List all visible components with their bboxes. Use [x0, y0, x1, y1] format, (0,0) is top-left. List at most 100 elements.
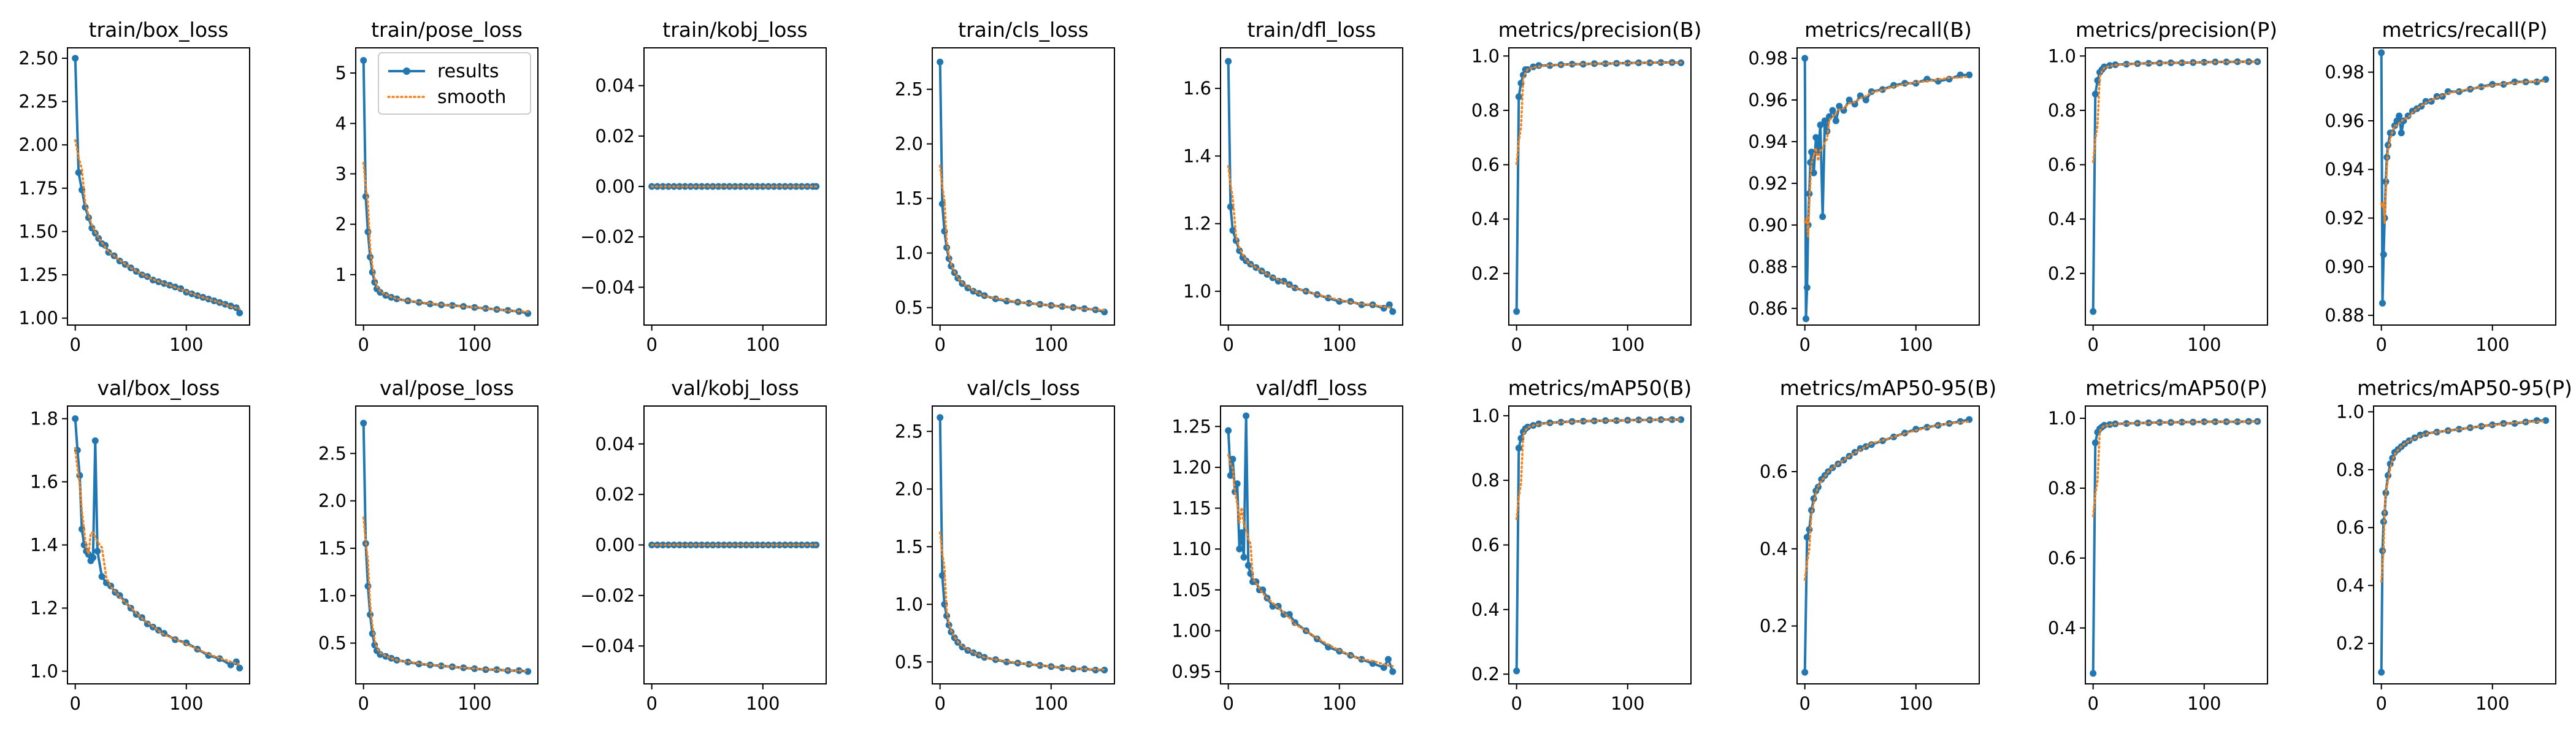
smooth-line [74, 447, 241, 666]
x-tick-label: 0 [934, 693, 945, 714]
smooth-line [74, 139, 241, 310]
results-point [1229, 227, 1236, 234]
x-tick-label: 100 [746, 693, 780, 714]
subplot: val/box_loss 0 100 1.0 1.2 1.4 1.6 1.8 [30, 376, 250, 714]
subplot: train/cls_loss 0 100 0.5 1.0 1.5 2.0 2.5 [895, 18, 1115, 355]
y-tick-label: 0.96 [1748, 90, 1788, 110]
results-point [364, 583, 372, 590]
results-point [1890, 433, 1898, 440]
subplot-title: val/dfl_loss [1255, 376, 1367, 400]
results-point [2378, 669, 2385, 676]
results-point [2145, 59, 2152, 67]
x-tick-label: 0 [358, 693, 369, 714]
results-line [362, 423, 528, 673]
smooth-line [362, 516, 529, 672]
results-point [75, 169, 82, 176]
results-line [1515, 61, 1681, 312]
results-point [792, 542, 800, 548]
y-tick-label: 0.98 [2325, 62, 2364, 83]
y-tick-label: 0.04 [595, 75, 635, 96]
x-tick-label: 0 [69, 334, 80, 355]
y-tick-label: 1.0 [1183, 281, 1211, 302]
results-point [1803, 284, 1811, 291]
results-point [1635, 416, 1643, 424]
results-point [938, 572, 946, 579]
x-tick-label: 0 [2375, 334, 2386, 355]
y-tick-label: 1.2 [30, 597, 58, 618]
axes-frame [2373, 405, 2556, 684]
y-tick-label: 1 [335, 264, 347, 285]
results-line [938, 62, 1105, 313]
subplot-title: val/cls_loss [967, 376, 1080, 400]
x-tick-label: 100 [169, 693, 203, 714]
axes-frame [2085, 405, 2268, 684]
subplot-title: val/pose_loss [380, 376, 514, 400]
subplot-title: metrics/precision(B) [1498, 18, 1702, 42]
y-tick-label: 0.90 [2325, 256, 2364, 277]
y-tick-label: 0.94 [2325, 159, 2364, 180]
subplot-title: metrics/mAP50-95(B) [1780, 376, 1996, 400]
results-point [2396, 112, 2403, 120]
y-tick-label: 0.96 [2325, 110, 2364, 131]
results-point [1233, 480, 1241, 488]
y-tick-label: 1.2 [1183, 213, 1211, 234]
y-tick-label: 1.00 [1171, 620, 1211, 641]
x-tick-label: 0 [2375, 693, 2386, 714]
y-tick-label: 1.25 [1171, 416, 1211, 437]
results-point [792, 183, 800, 190]
results-point [2398, 129, 2405, 137]
results-point [1275, 602, 1282, 610]
axes-frame [1508, 405, 1692, 684]
y-tick-label: 0.00 [595, 535, 635, 556]
y-tick-label: 0.04 [595, 434, 635, 454]
y-tick-label: 1.6 [30, 472, 58, 493]
axes-frame [2085, 47, 2268, 326]
results-point [1227, 203, 1234, 210]
results-point [1624, 59, 1631, 67]
subplot-title: metrics/recall(B) [1804, 18, 1972, 42]
results-point [698, 542, 705, 548]
results-point [393, 295, 401, 302]
y-tick-label: 2.5 [895, 79, 923, 100]
y-tick-label: 1.5 [318, 538, 347, 559]
results-line [2380, 419, 2546, 673]
results-point [1677, 416, 1685, 423]
subplot-title: val/kobj_loss [671, 376, 799, 400]
y-tick-label: 1.0 [2336, 401, 2364, 422]
results-point [1081, 305, 1088, 312]
x-tick-label: 100 [2475, 693, 2509, 714]
results-point [227, 661, 234, 669]
y-tick-label: 1.0 [30, 661, 58, 681]
results-point [1025, 299, 1033, 307]
results-line [1803, 58, 1969, 320]
y-tick-label: 1.20 [1171, 457, 1211, 478]
smooth-line [1227, 165, 1394, 310]
results-point [360, 57, 367, 64]
results-point [90, 554, 97, 561]
y-tick-label: 1.0 [895, 594, 923, 615]
x-tick-label: 0 [1799, 334, 1810, 355]
axes-frame [355, 47, 539, 326]
y-tick-label: 0.8 [2048, 100, 2076, 121]
results-point [1513, 667, 1520, 675]
subplot: metrics/precision(P) 0 100 0.2 0.4 0.6 0.8 1.0 [2048, 18, 2277, 355]
results-point [1243, 412, 1250, 420]
y-tick-label: 0.5 [895, 651, 923, 672]
y-tick-label: 0.8 [2336, 459, 2364, 480]
y-tick-label: 2.0 [895, 478, 923, 499]
results-point [2091, 439, 2099, 447]
y-tick-label: 0.2 [2336, 633, 2364, 654]
subplot-title: metrics/mAP50-95(P) [2357, 376, 2572, 400]
y-tick-label: 1.0 [2048, 45, 2076, 66]
results-point [1229, 456, 1236, 463]
y-tick-label: 2.00 [18, 134, 58, 155]
results-point [659, 183, 667, 190]
axes-frame [2373, 47, 2556, 326]
results-point [1515, 93, 1522, 101]
y-tick-label: 0.4 [2048, 209, 2076, 229]
x-tick-label: 0 [934, 334, 945, 355]
results-point [2455, 426, 2463, 433]
y-tick-label: 1.5 [895, 536, 923, 557]
subplot: val/dfl_loss 0 100 0.95 1.00 1.05 1.10 1.15 1.20… [1171, 376, 1403, 714]
results-point [72, 415, 79, 423]
